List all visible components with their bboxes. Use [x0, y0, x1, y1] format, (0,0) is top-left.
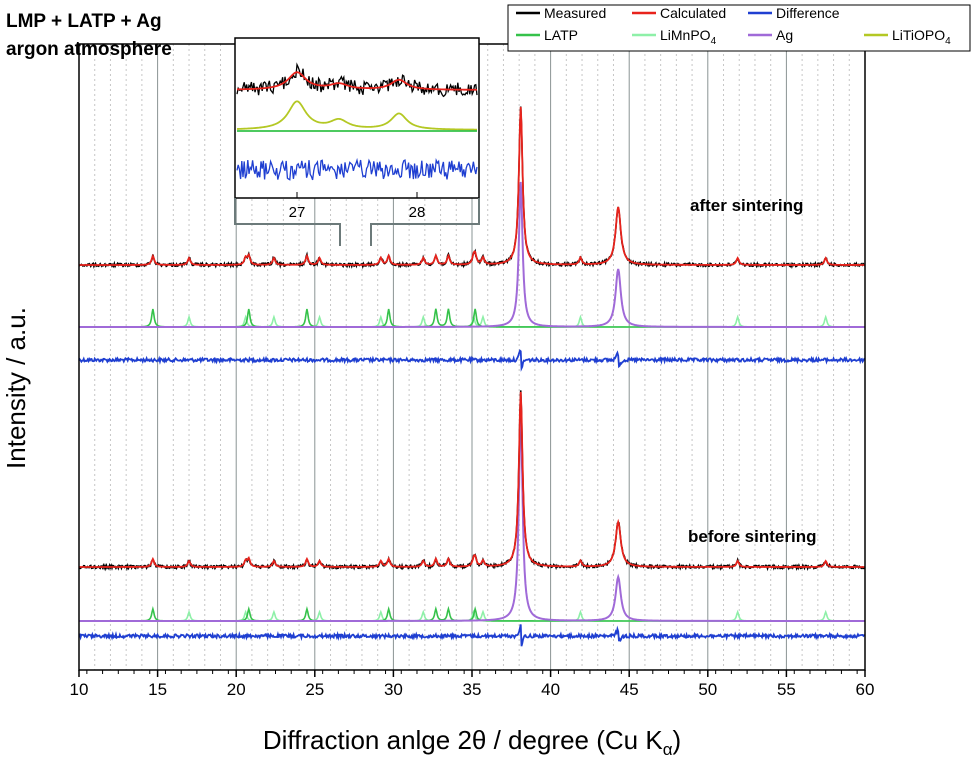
legend-label-main: Measured [544, 5, 606, 21]
x-tick-label: 60 [856, 680, 875, 699]
legend-label: LiMnPO4 [660, 27, 717, 47]
before-calculated-line [79, 391, 865, 568]
legend-label-main: LiMnPO [660, 27, 711, 43]
x-tick-label: 40 [541, 680, 560, 699]
x-tick-label: 35 [463, 680, 482, 699]
legend-label-main: Difference [776, 5, 840, 21]
x-axis-title-close: ) [673, 725, 682, 755]
curves [78, 106, 866, 647]
inset-curves [236, 62, 478, 181]
chart-title-line-1: LMP + LATP + Ag [6, 11, 162, 32]
x-axis-title: Diffraction anlge 2θ / degree (Cu Kα) [263, 725, 681, 759]
legend-label-main: Calculated [660, 5, 726, 21]
legend-label-main: LiTiOPO [892, 27, 945, 43]
inset-frame [234, 37, 480, 199]
x-tick-label: 10 [70, 680, 89, 699]
inset-x-tick-label: 27 [289, 204, 306, 221]
legend-label: Measured [544, 5, 606, 21]
legend-label-main: LATP [544, 27, 578, 43]
x-axis-title-main: Diffraction anlge 2θ / degree (Cu K [263, 725, 664, 755]
legend-label-subscript: 4 [711, 36, 717, 47]
after-calculated-line [79, 106, 865, 266]
x-tick-label: 25 [305, 680, 324, 699]
legend-label: LATP [544, 27, 578, 43]
x-axis: 10 15 20 25 30 35 40 45 50 55 60 [70, 670, 875, 699]
x-tick-label: 55 [777, 680, 796, 699]
annotation-after-sintering: after sintering [690, 196, 803, 215]
before-difference-line [78, 624, 866, 647]
x-tick-label: 50 [698, 680, 717, 699]
x-tick-label: 20 [227, 680, 246, 699]
inset-difference-line [236, 157, 478, 181]
inset-x-tick-label: 28 [409, 204, 426, 221]
legend-label: Difference [776, 5, 840, 21]
after-difference-line [78, 349, 866, 372]
annotation-before-sintering: before sintering [688, 527, 816, 546]
legend-label-subscript: 4 [945, 36, 951, 47]
inset-bracket [234, 198, 480, 246]
legend-box [507, 4, 971, 52]
inset-calculated-line [236, 71, 478, 91]
x-tick-label: 30 [384, 680, 403, 699]
legend-label-main: Ag [776, 27, 793, 43]
x-tick-label: 45 [620, 680, 639, 699]
inset-measured-line [236, 62, 478, 98]
inset-zoom: 27 28 [234, 37, 480, 246]
chart-title-line-2: argon atmosphere [6, 39, 172, 60]
inset-litiopo4-line [236, 100, 478, 131]
after-ag-line [79, 181, 865, 328]
before-ag-line [79, 412, 865, 622]
x-axis-title-subscript: α [663, 740, 673, 759]
legend-label: Ag [776, 27, 793, 43]
inset-axis: 27 28 [289, 192, 426, 221]
y-axis-title: Intensity / a.u. [1, 307, 31, 469]
x-tick-label: 15 [148, 680, 167, 699]
legend-label: Calculated [660, 5, 726, 21]
legend-label: LiTiOPO4 [892, 27, 951, 47]
